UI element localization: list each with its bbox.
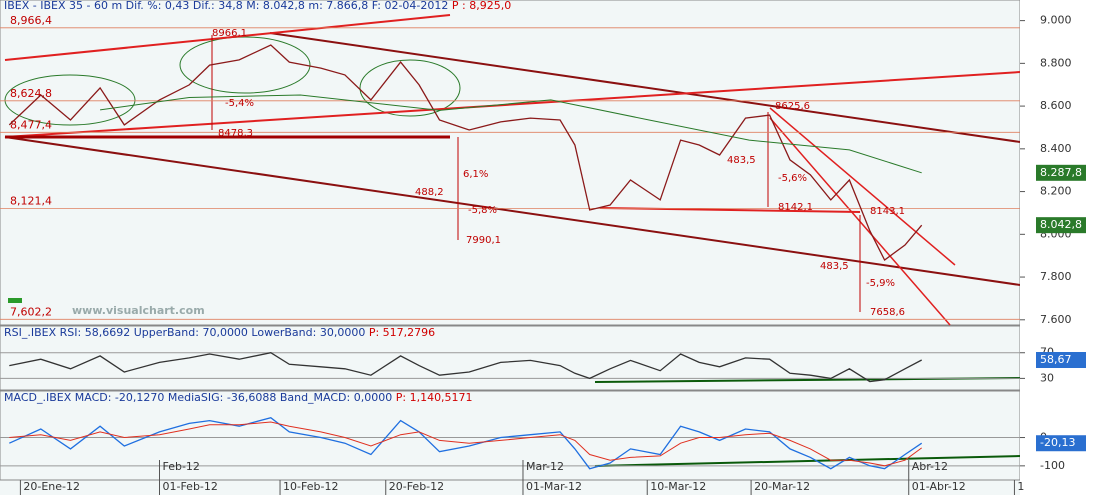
y-tick-label: -100 bbox=[1040, 459, 1065, 472]
x-tick-label: 20-Mar-12 bbox=[754, 480, 810, 493]
x-tick-label: 20-Ene-12 bbox=[23, 480, 80, 493]
level-label: 8,624,8 bbox=[10, 87, 52, 100]
y-tick-label: 7.600 bbox=[1040, 313, 1072, 326]
y-tick-label: 30 bbox=[1040, 371, 1054, 384]
annotation: 7990,1 bbox=[466, 235, 501, 246]
panel-header: MACD_.IBEX MACD: -20,1270 MediaSIG: -36,… bbox=[4, 391, 473, 404]
annotation: -5,9% bbox=[866, 278, 895, 289]
value-box-label: -20,13 bbox=[1040, 436, 1075, 449]
annotation: 8142,1 bbox=[778, 202, 813, 213]
panel-header: IBEX - IBEX 35 - 60 m Dif. %: 0,43 Dif.:… bbox=[4, 0, 511, 12]
level-label: 8,121,4 bbox=[10, 194, 52, 207]
y-tick-label: 8.800 bbox=[1040, 56, 1072, 69]
annotation: 488,2 bbox=[415, 187, 444, 198]
value-box-label: 8.042,8 bbox=[1040, 218, 1082, 231]
annotation: 8966,1 bbox=[212, 28, 247, 39]
x-tick-label: 10-Feb-12 bbox=[283, 480, 338, 493]
header-text: RSI_.IBEX RSI: 58,6692 UpperBand: 70,000… bbox=[4, 326, 365, 339]
header-text: MACD_.IBEX MACD: -20,1270 MediaSIG: -36,… bbox=[4, 391, 392, 404]
value-box bbox=[1036, 352, 1086, 369]
annotation: 483,5 bbox=[727, 155, 756, 166]
series-line bbox=[9, 352, 923, 383]
annotation: -5,4% bbox=[225, 98, 254, 109]
y-tick-label: 9.000 bbox=[1040, 14, 1072, 27]
annotation: 483,5 bbox=[820, 261, 849, 272]
series-line bbox=[100, 94, 922, 174]
x-tick-label: 10-Mar-12 bbox=[650, 480, 706, 493]
drawings bbox=[4, 14, 1021, 467]
x-month-label: Abr-12 bbox=[912, 460, 948, 473]
x-tick-label: 20-Feb-12 bbox=[389, 480, 444, 493]
series-line bbox=[9, 416, 923, 470]
x-tick-label: 1 bbox=[1017, 480, 1024, 493]
header-text: IBEX - IBEX 35 - 60 m Dif. %: 0,43 Dif.:… bbox=[4, 0, 448, 12]
x-month-label: Feb-12 bbox=[162, 460, 199, 473]
level-label: 8,477,4 bbox=[10, 118, 52, 131]
annotation: -5,6% bbox=[778, 173, 807, 184]
x-tick-label: 01-Feb-12 bbox=[162, 480, 217, 493]
annotation: 6,1% bbox=[463, 169, 488, 180]
series-line bbox=[9, 421, 922, 467]
panel-header: RSI_.IBEX RSI: 58,6692 UpperBand: 70,000… bbox=[4, 326, 435, 339]
y-tick-label: 7.800 bbox=[1040, 270, 1072, 283]
x-month-label: Mar-12 bbox=[526, 460, 564, 473]
x-tick-label: 01-Mar-12 bbox=[526, 480, 582, 493]
annotation: 8143,1 bbox=[870, 206, 905, 217]
value-box bbox=[1036, 217, 1086, 234]
header-p: P: 1,140,5171 bbox=[396, 391, 473, 404]
annotation: -5,8% bbox=[468, 205, 497, 216]
header-p: P: 517,2796 bbox=[369, 326, 435, 339]
header-p: P : 8,925,0 bbox=[452, 0, 511, 12]
value-box bbox=[1036, 164, 1086, 181]
series-line bbox=[8, 44, 923, 261]
y-tick-label: 8.400 bbox=[1040, 142, 1072, 155]
value-box-label: 8.287,8 bbox=[1040, 166, 1082, 179]
y-tick-label: 8.200 bbox=[1040, 185, 1072, 198]
y-tick-label: 8.600 bbox=[1040, 99, 1072, 112]
annotation: 8625,6 bbox=[775, 101, 810, 112]
value-box bbox=[1036, 435, 1086, 452]
watermark: www.visualchart.com bbox=[72, 304, 205, 317]
level-label: 7,602,2 bbox=[10, 305, 52, 318]
x-tick-label: 01-Abr-12 bbox=[912, 480, 966, 493]
value-box-label: 58,67 bbox=[1040, 353, 1072, 366]
plot-bg bbox=[0, 0, 1020, 495]
axis-bg bbox=[1020, 0, 1094, 495]
annotation: 7658,6 bbox=[870, 307, 905, 318]
level-label: 8,966,4 bbox=[10, 14, 52, 27]
annotation: 8478,3 bbox=[218, 128, 253, 139]
